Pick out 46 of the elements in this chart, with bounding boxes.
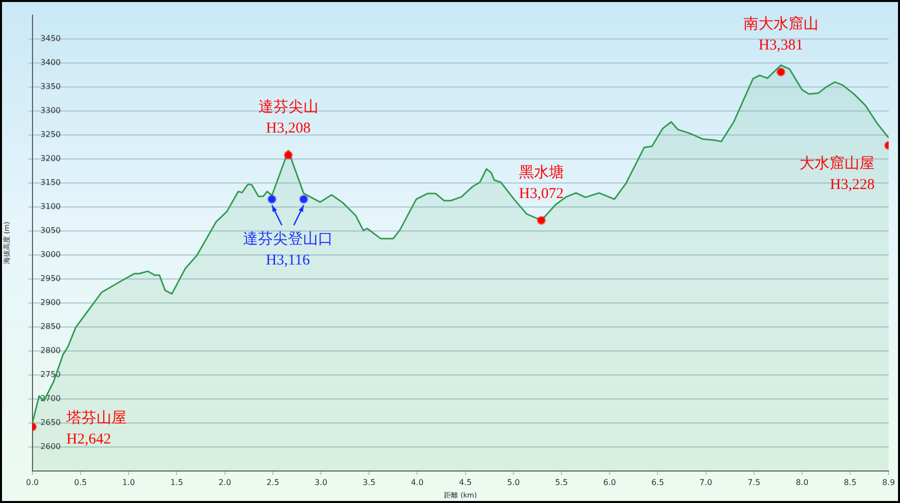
point xyxy=(536,216,546,225)
x-tick-label: 2.0 xyxy=(218,478,232,487)
y-tick-label: 3400 xyxy=(40,58,61,67)
x-tick-label: 7.5 xyxy=(748,478,760,487)
y-tick-label: 3350 xyxy=(40,82,61,91)
x-tick-label: 0.5 xyxy=(74,478,87,487)
x-tick-label: 1.0 xyxy=(122,478,135,487)
annotation: 達芬尖山 H3,208 xyxy=(258,98,318,136)
annotation: 南大水窟山 H3,381 xyxy=(743,15,818,54)
y-tick-label: 3050 xyxy=(40,226,61,235)
point xyxy=(776,67,786,76)
annotation: 黑水塘 H3,072 xyxy=(518,164,564,202)
x-tick-label: 8.0 xyxy=(796,478,808,487)
point xyxy=(299,194,308,204)
x-tick-label: 5.5 xyxy=(555,478,568,487)
x-tick-label: 4.0 xyxy=(410,478,424,487)
y-tick-label: 2850 xyxy=(40,322,61,332)
y-tick-label: 2950 xyxy=(40,274,61,283)
x-tick-label: 4.5 xyxy=(458,478,472,487)
y-tick-label: 3100 xyxy=(40,202,61,211)
x-tick-label: 7.0 xyxy=(699,478,712,487)
annotation: 塔芬山屋 H2,642 xyxy=(65,409,126,448)
y-tick-label: 2900 xyxy=(40,298,61,308)
y-tick-label: 3250 xyxy=(40,130,61,139)
x-tick-label: 3.5 xyxy=(362,478,376,487)
x-tick-label: 8.9 xyxy=(882,478,896,487)
x-tick-label: 1.5 xyxy=(170,478,184,487)
y-tick-label: 3150 xyxy=(40,178,61,187)
point xyxy=(284,150,293,160)
y-tick-label: 3300 xyxy=(40,106,61,115)
y-tick-label: 2800 xyxy=(40,346,61,356)
y-tick-label: 3200 xyxy=(40,154,61,163)
point xyxy=(267,194,276,204)
x-tick-label: 5.0 xyxy=(507,478,520,487)
annotation: 達芬尖登山口 H3,116 xyxy=(242,230,333,269)
y-tick-label: 3450 xyxy=(40,34,61,43)
x-tick-label: 0.0 xyxy=(26,478,39,487)
x-tick-label: 3.0 xyxy=(314,478,328,487)
x-tick-label: 6.0 xyxy=(603,478,616,487)
x-tick-label: 8.5 xyxy=(844,478,857,487)
y-tick-label: 2650 xyxy=(40,418,61,428)
y-tick-label: 3000 xyxy=(40,250,61,259)
x-tick-label: 2.5 xyxy=(266,478,280,487)
annotation: 大水窟山屋 H3,228 xyxy=(800,154,875,193)
x-tick-label: 6.5 xyxy=(651,478,664,487)
y-tick-label: 2600 xyxy=(40,442,61,452)
